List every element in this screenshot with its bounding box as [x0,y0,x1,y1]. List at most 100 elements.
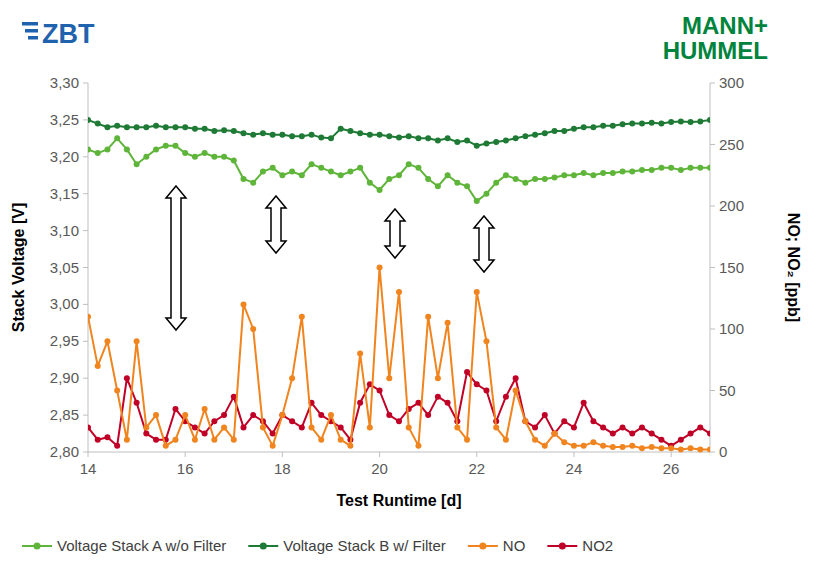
series-point [182,150,188,156]
series-point [503,138,509,144]
x-axis-title: Test Runtime [d] [336,492,461,509]
series-point [483,338,489,344]
series-point [561,439,567,445]
annotation-arrow [474,216,494,272]
series-point [163,143,169,149]
series-point [649,167,655,173]
x-tick [671,452,672,457]
series-point [104,146,110,152]
series-point [377,265,383,271]
series-point [610,123,616,129]
series-point [658,437,664,443]
series-point [211,418,217,424]
series-point [270,443,276,449]
series-point [153,146,159,152]
series-point [211,437,217,443]
series-point [104,124,110,130]
x-tick [185,452,186,457]
series-point [357,351,363,357]
series-point [250,180,256,186]
series-point [678,118,684,124]
series-point [445,135,451,141]
y2-tick [710,329,715,330]
series-point [347,128,353,134]
series-point [688,165,694,171]
series-point [629,121,635,127]
y-tick [83,267,88,268]
series-point [610,444,616,450]
x-tick-label: 22 [468,460,485,477]
series-point [688,119,694,125]
series [88,117,710,149]
y2-tick-label: 0 [719,443,727,460]
x-tick [379,452,380,457]
series-point [425,135,431,141]
series-point [338,126,344,132]
series-point [542,130,548,136]
legend-marker [260,543,267,550]
series-point [532,424,538,430]
series-point [435,183,441,189]
series-point [318,165,324,171]
y2-tick [710,206,715,207]
series-point [415,135,421,141]
series-point [707,117,710,123]
series-point [104,338,110,344]
legend-item: Voltage Stack B w/ Filter [248,537,446,554]
series-point [415,443,421,449]
series-point [299,172,305,178]
series-point [279,132,285,138]
series-point [697,165,703,171]
y2-tick-label: 300 [719,74,744,91]
legend-marker [479,543,486,550]
series-point [289,375,295,381]
series-point [522,180,528,186]
series-point [221,424,227,430]
series-point [658,165,664,171]
series-point [172,406,178,412]
series-point [639,121,645,127]
series-point [513,135,519,141]
series-point [192,154,198,160]
logo-stripe [25,29,38,33]
series-point [279,412,285,418]
series-point [454,139,460,145]
y2-tick-label: 200 [719,197,744,214]
series-point [260,130,266,136]
series-point [542,176,548,182]
series-point [474,289,480,295]
series-point [629,431,635,437]
series-point [542,412,548,418]
series-point [620,169,626,175]
y-tick [83,341,88,342]
series-point [688,431,694,437]
series-point [649,120,655,126]
series-point [95,121,101,127]
series-point [454,180,460,186]
logo-stripe [22,22,38,26]
series-point [124,146,130,152]
series-point [435,138,441,144]
series-point [143,431,149,437]
series-point [629,443,635,449]
series-point [143,124,149,130]
series-point [590,172,596,178]
y-tick [83,415,88,416]
logo-stripe [28,36,38,40]
series-point [172,143,178,149]
series-point [88,117,91,123]
series-point [474,198,480,204]
x-tick-label: 14 [80,460,97,477]
series-point [202,406,208,412]
series-point [211,154,217,160]
series-point [464,183,470,189]
series-point [241,130,247,136]
series-point [396,289,402,295]
series-point [445,172,451,178]
series-point [678,437,684,443]
legend-label: NO2 [582,537,613,554]
series-point [211,128,217,134]
y-tick-label: 3,20 [50,148,79,165]
series-point [88,314,91,320]
series-point [221,412,227,418]
